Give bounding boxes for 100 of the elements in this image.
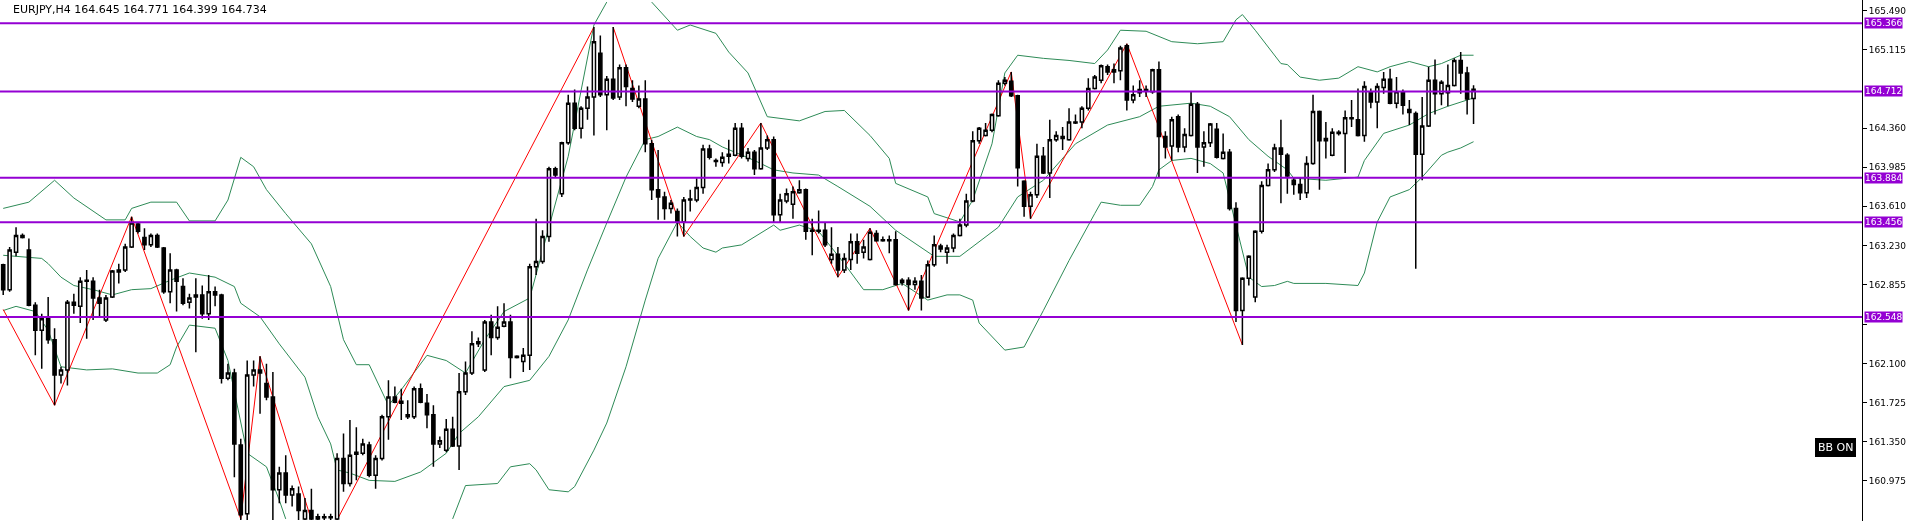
candlestick [1227, 148, 1232, 212]
candlestick [822, 222, 828, 248]
candlestick [257, 355, 263, 415]
candlestick [1445, 63, 1451, 108]
candlestick [1246, 254, 1252, 287]
candlestick [636, 84, 642, 110]
ref-line-label: 162.548 [1865, 312, 1903, 322]
candlestick [591, 26, 597, 137]
y-tick-label: 161.350 [1868, 436, 1907, 447]
candlestick [996, 79, 1001, 118]
candlestick [1394, 76, 1399, 110]
candlestick [726, 138, 732, 165]
candlestick [713, 157, 719, 168]
candlestick [1034, 143, 1040, 199]
candlestick [1272, 143, 1277, 173]
line-series [2, 1, 608, 406]
candlestick [501, 302, 507, 328]
candlestick [1066, 107, 1072, 142]
candlestick [944, 244, 950, 265]
y-tick-label: 161.725 [1868, 397, 1907, 408]
line-series [612, 26, 1243, 346]
candlestick [20, 232, 25, 240]
candlestick [1073, 113, 1078, 125]
candlestick [899, 277, 905, 287]
y-tick-label: 160.975 [1868, 476, 1907, 487]
candlestick [52, 327, 57, 407]
y-tick-label: 163.230 [1868, 241, 1907, 252]
candlestick [148, 232, 154, 248]
candlestick [180, 277, 186, 307]
candlestick [1439, 79, 1444, 106]
chart-title: EURJPY,H4 164.645 164.771 164.399 164.734 [13, 3, 267, 16]
candlestick [405, 399, 411, 420]
candlestick [1323, 121, 1329, 160]
y-tick-label: 162.100 [1868, 358, 1907, 369]
candlestick [533, 218, 539, 276]
candlestick [752, 149, 757, 176]
candlestick [739, 122, 744, 160]
candlestick [1188, 90, 1194, 138]
y-tick-label: 165.490 [1868, 5, 1907, 16]
candlestick [835, 246, 841, 278]
candlestick [662, 190, 667, 221]
candlestick [418, 382, 423, 404]
candlestick [976, 126, 982, 145]
candlestick [167, 252, 173, 304]
y-tick-label: 163.985 [1868, 162, 1907, 173]
ref-line-label: 164.712 [1865, 86, 1903, 96]
candlestick [732, 122, 738, 158]
candlestick [1285, 152, 1290, 195]
candlestick [720, 151, 725, 168]
candlestick [1471, 84, 1476, 125]
candlestick [90, 276, 96, 321]
candlestick [71, 293, 77, 315]
y-tick-label: 165.115 [1868, 44, 1907, 55]
ref-line-label: 165.366 [1865, 18, 1903, 28]
candlestick [983, 122, 988, 138]
candlestick [1002, 76, 1008, 87]
candlestick [1111, 62, 1117, 85]
candlestick [758, 122, 764, 171]
candlestick [289, 484, 295, 508]
y-tick-label: 162.855 [1868, 280, 1907, 291]
candlestick [790, 185, 796, 220]
candlestick [912, 276, 918, 291]
line-series [651, 1, 1475, 223]
candlestick [212, 285, 218, 308]
candlestick [623, 63, 629, 108]
candlestick [1130, 84, 1136, 104]
y-tick-label: 164.360 [1868, 123, 1907, 134]
candlestick [1240, 276, 1245, 346]
candlestick [142, 227, 147, 251]
candlestick [1310, 94, 1316, 166]
candlestick [1317, 109, 1322, 191]
ref-line-label: 163.884 [1865, 173, 1903, 183]
ref-line-label: 163.456 [1865, 217, 1903, 227]
candlestick [1413, 110, 1419, 270]
candlestick [97, 288, 102, 318]
candlestick [469, 330, 475, 376]
candlestick [1407, 99, 1412, 126]
candlestick [784, 187, 789, 204]
candlestick [1105, 63, 1110, 76]
candlestick [1342, 109, 1348, 174]
candlestick [463, 360, 468, 396]
candlestick [1143, 84, 1149, 98]
candlestick [187, 293, 192, 310]
candlestick [880, 235, 886, 243]
candlestick [13, 226, 19, 258]
candlestick [874, 229, 879, 243]
candlestick [854, 232, 860, 265]
candlestick [745, 147, 751, 163]
candlestick [398, 387, 404, 421]
candlestick [1150, 68, 1155, 95]
candlestick [1201, 130, 1207, 168]
candlestick [1021, 179, 1027, 218]
candlestick [1387, 68, 1393, 105]
candlestick [1291, 176, 1297, 196]
annotation: BB ON [1818, 441, 1854, 454]
candlestick [1156, 60, 1162, 178]
candlestick [777, 193, 783, 223]
candlestick [296, 485, 301, 521]
candlestick [1355, 87, 1361, 138]
candlestick [829, 226, 834, 265]
